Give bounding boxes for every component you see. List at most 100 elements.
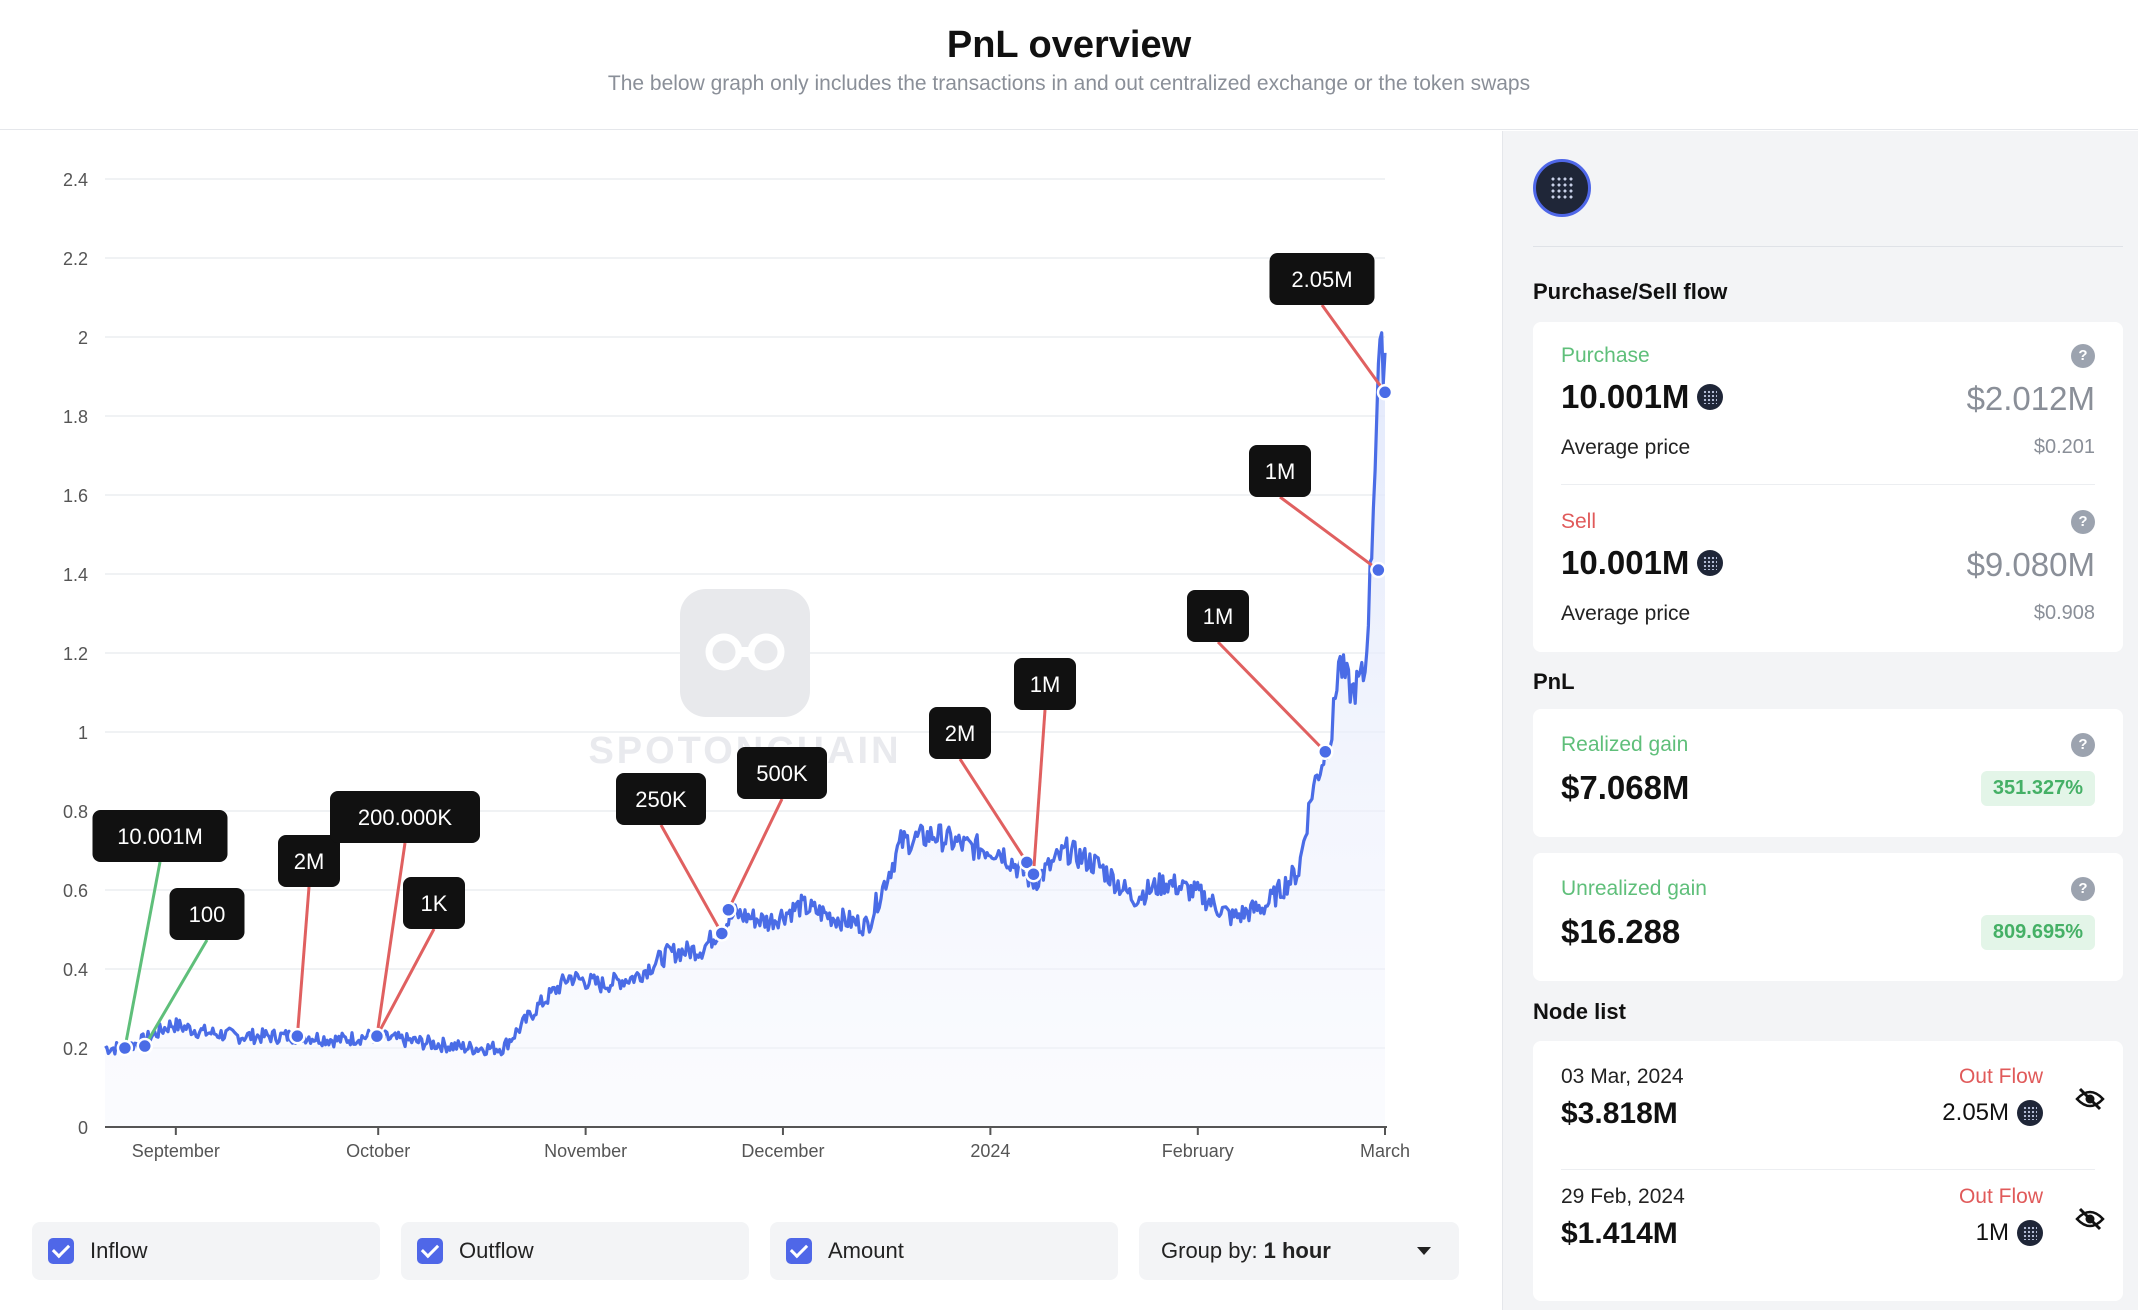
sell-amount-value: 10.001M [1561, 544, 1690, 581]
pnl-chart-area: SPOTONCHAIN 0 0.2 0.4 0.6 0.8 1 1.2 1.4 1.6 1.8 2 2… [0, 131, 1502, 1310]
annotation-leader [1320, 304, 1387, 394]
annotation-point [720, 901, 737, 918]
realized-value: $7.068M [1561, 769, 1690, 806]
token-coin-icon [1697, 550, 1724, 576]
y-tick-label: 1.4 [63, 565, 88, 585]
y-tick-label: 2 [78, 328, 88, 348]
annotation-leader [295, 886, 311, 1037]
node-date: 29 Feb, 2024 [1561, 1185, 1685, 1208]
help-icon[interactable]: ? [2071, 733, 2095, 757]
purchase-avg-value: $0.201 [2033, 436, 2095, 458]
help-icon[interactable]: ? [2071, 510, 2095, 534]
annotation-leader [143, 939, 209, 1047]
annotation-point [136, 1037, 154, 1055]
group-by-select[interactable]: Group by: 1 hour [1139, 1222, 1459, 1280]
y-tick-label: 0.4 [63, 960, 88, 980]
annotation-leader [375, 842, 407, 1037]
amount-label: Amount [828, 1238, 904, 1263]
node-list-title: Node list [1533, 999, 1626, 1024]
annotation-label-box [330, 791, 480, 843]
sell-label: Sell [1561, 510, 1597, 533]
node-amount-value: 2.05M [1942, 1099, 2009, 1126]
annotation-label-box [278, 835, 340, 887]
watermark-logo: SPOTONCHAIN [588, 589, 899, 772]
purchase-amount: 10.001M [1561, 378, 1724, 416]
annotation-leader [958, 758, 1029, 864]
card-divider [1561, 484, 2095, 485]
node-date: 03 Mar, 2024 [1561, 1065, 1684, 1088]
x-tick-label: March [1360, 1141, 1410, 1161]
y-tick-label: 0.2 [63, 1039, 88, 1059]
chart-annotations: 10.001M 100 2M 200.000K 1K 250K 500K 2M 1M 1M 1M 2.… [92, 253, 1394, 1057]
node-value: $3.818M [1561, 1097, 1678, 1130]
token-coin-icon [1697, 384, 1724, 410]
annotation-point [1317, 743, 1334, 760]
eye-slash-icon[interactable] [2075, 1207, 2105, 1231]
annotation-label: 2M [294, 849, 325, 874]
help-icon[interactable]: ? [2071, 877, 2095, 901]
checkbox-checked-icon[interactable] [786, 1238, 812, 1264]
token-coin-icon [2017, 1100, 2043, 1126]
annotation-label: 500K [756, 761, 808, 786]
annotation-point [116, 1039, 134, 1057]
x-tick-label: September [132, 1141, 220, 1161]
page-subtitle: The below graph only includes the transa… [607, 72, 1531, 95]
annotation-label-box [929, 707, 991, 759]
group-by-label: Group by: [1161, 1238, 1258, 1263]
unrealized-pct-badge: 809.695% [1980, 915, 2095, 950]
card-divider [1561, 1169, 2095, 1170]
pnl-chart: SPOTONCHAIN 0 0.2 0.4 0.6 0.8 1 1.2 1.4 1.6 1.8 2 2… [63, 170, 1410, 1161]
annotation-label: 100 [189, 902, 226, 927]
outflow-toggle[interactable]: Outflow [401, 1222, 749, 1280]
inflow-toggle[interactable]: Inflow [32, 1222, 380, 1280]
annotation-label: 200.000K [358, 805, 453, 830]
annotation-point [289, 1027, 306, 1045]
annotation-label-box [1187, 590, 1249, 642]
token-coin-icon [2017, 1220, 2043, 1246]
annotation-point [1376, 384, 1394, 401]
eye-slash-icon[interactable] [2075, 1087, 2105, 1111]
node-flow-type: Out Flow [1958, 1065, 2043, 1088]
checkbox-checked-icon[interactable] [417, 1238, 443, 1264]
y-tick-label: 2.2 [63, 249, 88, 269]
price-area [105, 332, 1385, 1127]
annotation-label: 1K [421, 891, 448, 916]
y-tick-label: 1.8 [63, 407, 88, 427]
sell-usd: $9.080M [1966, 546, 2095, 583]
amount-toggle[interactable]: Amount [770, 1222, 1118, 1280]
x-tick-label: February [1162, 1141, 1234, 1161]
caret-down-icon [1417, 1247, 1431, 1255]
annotation-label: 250K [635, 787, 687, 812]
annotation-label-box [403, 877, 465, 929]
x-tick-label: December [741, 1141, 824, 1161]
page-header: PnL overview The below graph only includ… [0, 0, 2138, 130]
annotation-label-box [1269, 253, 1375, 305]
outflow-label: Outflow [459, 1238, 534, 1263]
annotation-label-box [616, 773, 706, 825]
inflow-label: Inflow [90, 1238, 148, 1263]
x-tick-label: October [346, 1141, 410, 1161]
sell-avg-label: Average price [1561, 602, 1691, 625]
y-tick-label: 2.4 [63, 170, 88, 190]
annotation-label: 2M [945, 721, 976, 746]
unrealized-gain-card: Unrealized gain ? $16.288 809.695% [1533, 853, 2123, 981]
y-tick-label: 0.8 [63, 802, 88, 822]
annotation-leader [1216, 640, 1327, 753]
annotation-label: 1M [1265, 459, 1296, 484]
y-tick-label: 0 [78, 1118, 88, 1138]
side-divider [1533, 246, 2123, 247]
chart-area-fill [105, 332, 1385, 1127]
sell-amount: 10.001M [1561, 544, 1724, 582]
annotation-point [368, 1027, 386, 1045]
x-tick-label: November [544, 1141, 627, 1161]
checkbox-checked-icon[interactable] [48, 1238, 74, 1264]
y-tick-label: 1.6 [63, 486, 88, 506]
help-icon[interactable]: ? [2071, 344, 2095, 368]
annotation-point [1370, 561, 1387, 579]
unrealized-value: $16.288 [1561, 913, 1681, 950]
y-tick-label: 0.6 [63, 881, 88, 901]
price-line [104, 331, 1387, 1057]
realized-pct-badge: 351.327% [1980, 771, 2095, 806]
y-tick-label: 1 [78, 723, 88, 743]
annotation-label-box [1014, 658, 1076, 710]
